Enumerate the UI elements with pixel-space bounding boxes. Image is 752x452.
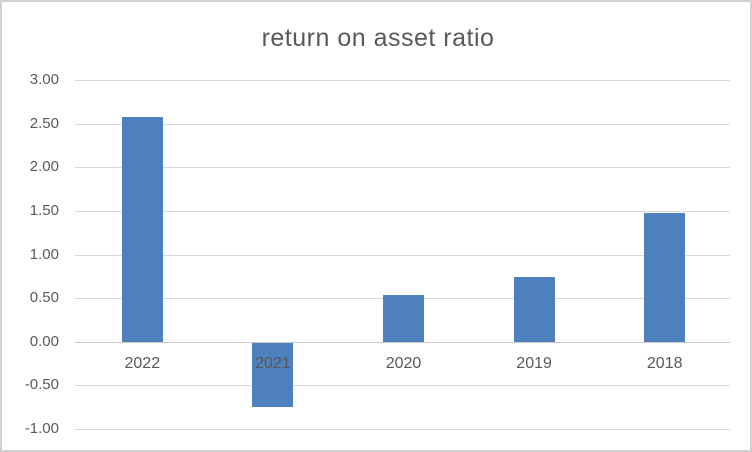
y-tick-label: 0.00 (29, 332, 59, 350)
bar-2022 (121, 116, 163, 342)
gridline (75, 80, 730, 81)
y-tick-label: 2.00 (29, 158, 59, 176)
bar-2021 (252, 341, 294, 408)
x-tick-label: 2019 (516, 354, 552, 372)
y-tick-label: 2.50 (29, 114, 59, 132)
x-axis-line (75, 341, 730, 343)
gridline (75, 123, 730, 125)
y-tick-label: 1.50 (29, 201, 59, 219)
gridline (75, 254, 730, 256)
y-tick-label: -1.00 (24, 420, 59, 437)
x-tick-label: 2021 (255, 354, 291, 372)
y-tick-label: 0.50 (29, 289, 59, 307)
gridline (75, 210, 730, 212)
plot-area (75, 80, 730, 430)
x-tick-label: 2022 (124, 354, 161, 372)
bar-2020 (383, 294, 424, 342)
gridline (75, 429, 730, 430)
gridline (75, 167, 730, 169)
x-tick-label: 2018 (646, 354, 683, 372)
y-tick-label: 1.00 (29, 245, 59, 263)
chart-title: return on asset ratio (261, 24, 495, 52)
x-tick-label: 2020 (385, 354, 422, 372)
y-tick-label: -0.50 (24, 376, 59, 394)
y-tick-label: 3.00 (29, 71, 59, 88)
bar-2018 (644, 213, 686, 342)
gridline (75, 385, 730, 387)
bar-2019 (513, 277, 555, 342)
